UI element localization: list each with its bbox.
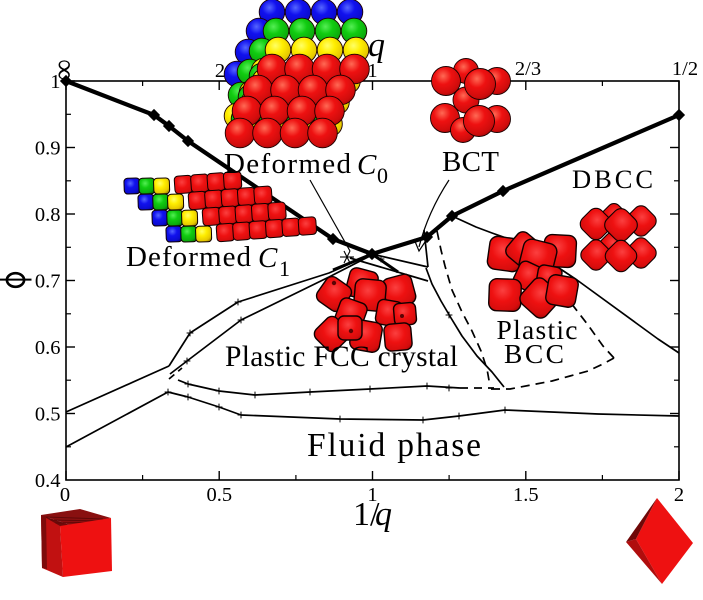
svg-text:q: q <box>368 27 385 64</box>
svg-text:Deformed: Deformed <box>224 148 352 180</box>
svg-text:0.6: 0.6 <box>35 337 61 359</box>
svg-text:Plastic FCC crystal: Plastic FCC crystal <box>225 341 458 373</box>
svg-text:0.5: 0.5 <box>35 404 61 426</box>
svg-text:1: 1 <box>279 256 290 281</box>
svg-text:2/3: 2/3 <box>515 58 541 80</box>
svg-text:q: q <box>375 496 392 533</box>
svg-text:0: 0 <box>60 484 70 506</box>
svg-text:0.5: 0.5 <box>206 484 232 506</box>
svg-text:Deformed: Deformed <box>126 241 252 273</box>
svg-text:BCC: BCC <box>504 338 564 369</box>
svg-text:0.4: 0.4 <box>35 470 61 492</box>
svg-text:1: 1 <box>367 60 377 82</box>
svg-text:C: C <box>258 242 278 274</box>
svg-text:1/2: 1/2 <box>672 58 698 80</box>
svg-text:Fluid phase: Fluid phase <box>307 427 481 464</box>
svg-text:2: 2 <box>674 484 684 506</box>
svg-text:1: 1 <box>50 71 60 93</box>
svg-text:DBCC: DBCC <box>572 164 653 194</box>
svg-text:C: C <box>357 149 377 181</box>
svg-text:2: 2 <box>215 60 225 82</box>
svg-text:0.8: 0.8 <box>35 204 61 226</box>
svg-text:∞: ∞ <box>49 59 82 80</box>
svg-text:0.7: 0.7 <box>35 271 61 293</box>
svg-text:BCT: BCT <box>442 146 499 178</box>
svg-text:1: 1 <box>367 484 377 506</box>
svg-text:1.5: 1.5 <box>513 484 539 506</box>
svg-text:0.9: 0.9 <box>35 138 61 160</box>
svg-text:Plastic: Plastic <box>497 314 578 345</box>
svg-text:0: 0 <box>377 163 388 188</box>
svg-text:1/: 1/ <box>353 496 380 533</box>
